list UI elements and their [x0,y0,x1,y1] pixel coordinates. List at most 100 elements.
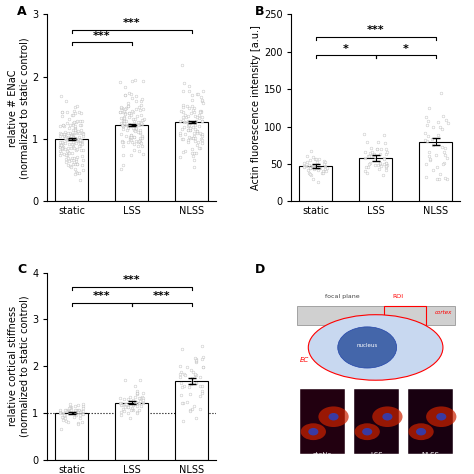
Point [301,164,308,171]
Point [181,111,189,118]
Point [78,117,86,124]
Point [60,143,67,151]
Point [77,408,85,415]
Point [78,129,86,137]
Point [426,156,434,164]
Point [188,374,196,382]
Point [135,118,143,125]
Point [180,135,187,143]
Point [67,131,75,139]
Point [314,166,321,173]
Point [133,409,141,417]
Point [196,129,203,137]
Point [321,157,328,164]
Point [180,87,187,94]
Point [137,402,145,410]
Point [186,125,193,132]
Point [191,121,199,128]
Point [195,111,202,119]
Point [424,132,432,139]
Point [118,137,126,145]
Point [132,399,139,407]
Point [132,126,139,133]
Point [60,413,67,421]
Point [59,121,67,128]
Point [443,175,451,183]
Point [73,118,81,125]
Point [195,145,202,152]
FancyBboxPatch shape [300,389,346,454]
Point [365,160,373,167]
Point [117,400,124,407]
Point [196,373,203,381]
Point [75,136,83,144]
Point [124,395,131,403]
Point [58,413,65,421]
Point [68,164,75,171]
Point [197,108,204,116]
Ellipse shape [416,428,426,436]
Point [59,409,67,417]
Text: *: * [343,44,348,54]
Point [61,406,68,413]
Point [137,376,144,383]
Bar [115,125,148,201]
Point [69,138,76,146]
Point [135,103,143,110]
Point [119,138,127,146]
Point [71,160,78,167]
Point [309,154,317,161]
Point [67,407,75,414]
Point [121,83,128,91]
Text: cortex: cortex [435,310,452,315]
Point [73,129,80,137]
Point [187,127,194,134]
Point [138,132,146,139]
Point [66,409,73,417]
Ellipse shape [338,327,397,368]
Point [78,161,85,169]
Point [178,400,186,407]
Point [180,123,188,130]
Point [66,121,74,129]
Point [69,111,76,118]
Point [177,379,184,387]
Ellipse shape [308,428,319,436]
Point [179,417,187,425]
Point [368,148,375,156]
Point [195,138,202,146]
Point [77,411,84,419]
Point [183,102,191,109]
Point [68,131,76,138]
Point [56,122,64,129]
Point [380,155,388,163]
Point [198,108,205,115]
Point [76,139,84,147]
Point [368,153,376,160]
Point [193,372,201,379]
Y-axis label: Actin fluorescence intensity [a.u.]: Actin fluorescence intensity [a.u.] [251,26,261,190]
Bar [299,166,332,201]
Point [58,144,66,151]
Point [135,394,142,402]
Point [184,122,191,130]
Point [199,364,207,371]
Point [69,134,77,141]
Point [117,394,124,402]
Point [136,106,144,114]
Point [73,153,81,161]
Point [70,118,78,126]
Point [56,132,64,139]
Point [60,131,67,138]
Point [74,135,82,143]
Point [198,114,205,121]
Point [313,164,320,172]
Point [59,130,66,137]
Point [78,137,86,145]
Point [176,154,183,161]
Point [437,123,444,130]
Bar [175,122,208,201]
Point [139,78,147,85]
Text: EC: EC [300,357,309,364]
Point [192,379,200,386]
